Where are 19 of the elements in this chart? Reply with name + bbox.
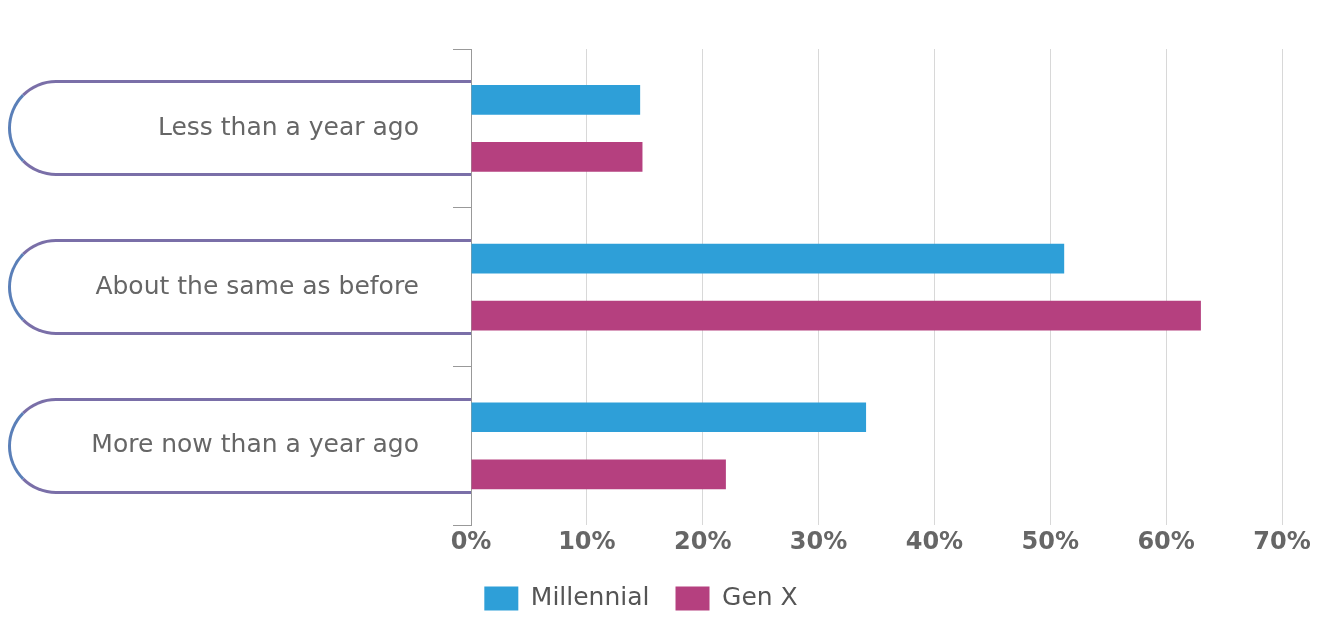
x-tick-label: 30% — [789, 526, 848, 555]
legend-label: Millennial — [530, 582, 650, 611]
x-tick-label: 50% — [1021, 526, 1080, 555]
x-tick-label: 70% — [1253, 526, 1311, 555]
legend-label: Gen X — [722, 582, 798, 611]
y-tick-label: About the same as before — [95, 270, 419, 300]
y-tick-label: More now than a year ago — [91, 429, 419, 459]
bar — [471, 142, 643, 172]
x-tick-label: 40% — [905, 526, 964, 555]
bar — [471, 84, 641, 115]
bar — [471, 402, 867, 433]
bar — [471, 300, 1201, 331]
x-tick-label: 60% — [1137, 526, 1195, 555]
x-tick-label: 20% — [673, 526, 732, 555]
y-tick-label: Less than a year ago — [157, 111, 419, 141]
bar — [471, 459, 726, 490]
x-tick-label: 10% — [558, 526, 616, 555]
x-tick-label: 0% — [450, 526, 492, 555]
bar — [471, 243, 1065, 274]
